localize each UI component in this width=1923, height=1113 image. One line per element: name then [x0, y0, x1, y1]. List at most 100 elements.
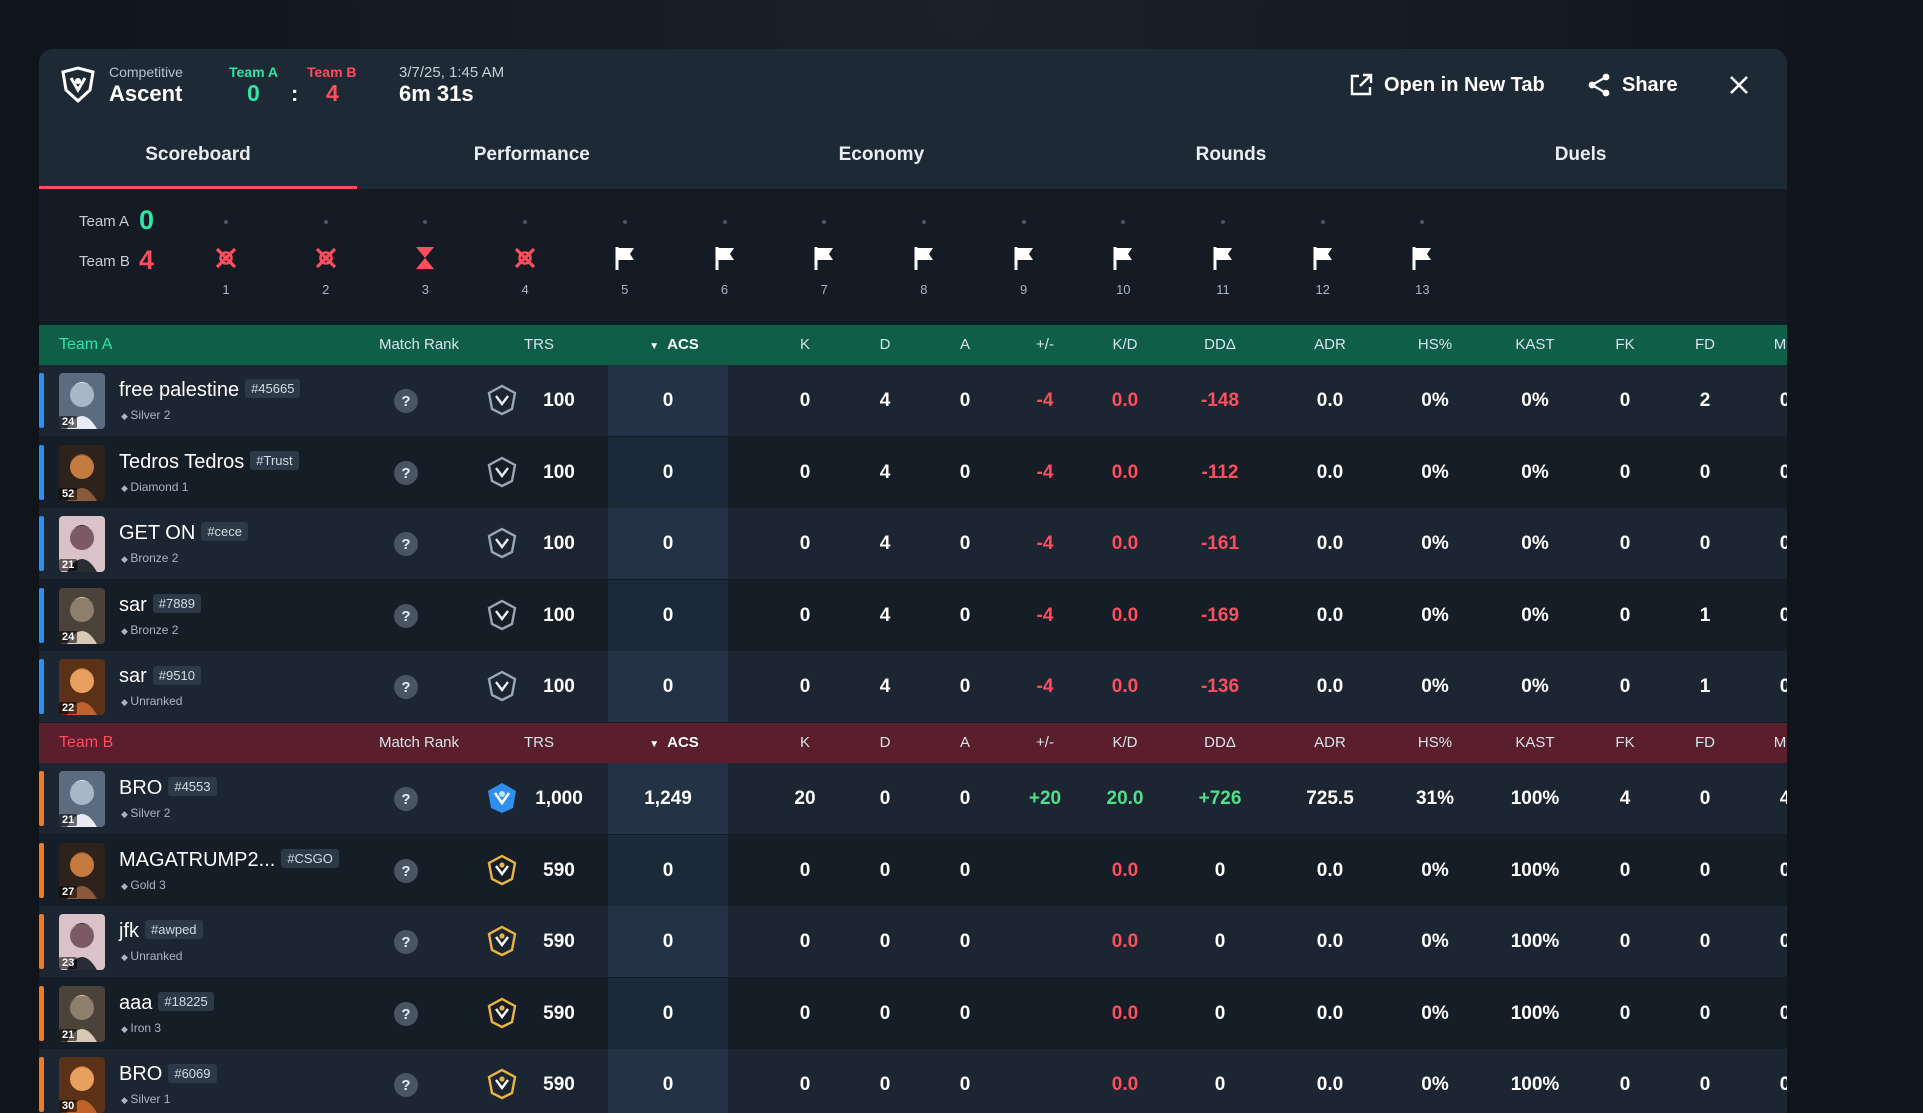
col-a[interactable]: A: [959, 734, 970, 751]
col-dd-delta[interactable]: DDΔ: [1204, 336, 1236, 353]
close-icon[interactable]: [1726, 72, 1752, 98]
round-12[interactable]: 12: [1293, 199, 1353, 309]
stat-d: 0: [879, 931, 891, 953]
player-name[interactable]: Tedros Tedros #Trust: [119, 451, 299, 474]
stat-kd: 0.0: [1111, 931, 1139, 953]
player-row[interactable]: 23 jfk #awped Unranked? 590 0 0 0 0 0.0 0 0.0 0% 100%…: [39, 906, 1787, 978]
col-kd[interactable]: K/D: [1112, 734, 1138, 751]
round-13[interactable]: 13: [1392, 199, 1452, 309]
round-11[interactable]: 11: [1193, 199, 1253, 309]
round-10[interactable]: 10: [1093, 199, 1153, 309]
player-tag: #18225: [158, 992, 214, 1012]
unknown-rank-icon[interactable]: ?: [393, 929, 419, 955]
col-fk[interactable]: FK: [1615, 336, 1635, 353]
stat-k: 0: [799, 931, 811, 953]
stat-kd: 0.0: [1111, 1002, 1139, 1024]
col-fd[interactable]: FD: [1695, 336, 1715, 353]
col-acs[interactable]: ▼ ACS: [629, 723, 719, 763]
unknown-rank-icon[interactable]: ?: [393, 858, 419, 884]
col-d[interactable]: D: [879, 336, 891, 353]
unknown-rank-icon[interactable]: ?: [393, 388, 419, 414]
stat-adr: 0.0: [1316, 604, 1344, 626]
round-number: 13: [1415, 282, 1430, 297]
stat-kast: 100%: [1510, 788, 1560, 809]
player-row[interactable]: 21 GET ON#cece Bronze 2? 100 0 0 4 0 -4 0.0 -161 0.…: [39, 508, 1787, 580]
col-plus-minus[interactable]: +/-: [1036, 336, 1054, 353]
round-6[interactable]: 6: [695, 199, 755, 309]
tab-performance[interactable]: Performance: [473, 143, 590, 165]
round-1[interactable]: 1: [196, 199, 256, 309]
col-d[interactable]: D: [879, 734, 891, 751]
open-in-new-tab-label: Open in New Tab: [1384, 73, 1545, 96]
player-row[interactable]: 22sar#9510Unranked?1000040-40.0-1360.00%…: [39, 651, 1787, 723]
tab-economy[interactable]: Economy: [838, 143, 925, 165]
player-row[interactable]: 21 aaa#18225 Iron 3? 590 0 0 0 0 0.0 0 0.0 0% 100% 0 0…: [39, 977, 1787, 1049]
col-k[interactable]: K: [799, 734, 810, 751]
player-rank: Bronze 2: [121, 623, 178, 637]
player-name[interactable]: BRO #6069: [119, 1063, 217, 1086]
col-match-rank[interactable]: Match Rank: [378, 734, 460, 751]
round-5[interactable]: 5: [595, 199, 655, 309]
tab-rounds[interactable]: Rounds: [1195, 143, 1267, 165]
round-3[interactable]: 3: [395, 199, 455, 309]
col-trs[interactable]: TRS: [524, 734, 554, 751]
unknown-rank-icon[interactable]: ?: [393, 603, 419, 629]
col-hs[interactable]: HS%: [1417, 734, 1453, 751]
col-a[interactable]: A: [959, 336, 970, 353]
unknown-rank-icon[interactable]: ?: [393, 674, 419, 700]
player-name[interactable]: sar #7889: [119, 594, 201, 617]
round-2[interactable]: 2: [296, 199, 356, 309]
player-name[interactable]: jfk #awped: [119, 920, 203, 943]
player-name[interactable]: sar #9510: [119, 665, 201, 688]
player-name[interactable]: aaa #18225: [119, 992, 214, 1015]
col-trs[interactable]: TRS: [524, 336, 554, 353]
player-row[interactable]: 30 BRO#6069 Silver 1? 590 0 0 0 0 0.0 0 0.0 0% 100% 0…: [39, 1049, 1787, 1113]
unknown-rank-icon[interactable]: ?: [393, 460, 419, 486]
player-name[interactable]: MAGATRUMP2... #CSGO: [119, 849, 339, 872]
team-a-round-dot: [1420, 220, 1425, 224]
col-match-rank[interactable]: Match Rank: [378, 336, 460, 353]
col-acs[interactable]: ▼ ACS: [629, 325, 719, 365]
col-plus-minus[interactable]: +/-: [1036, 734, 1054, 751]
unknown-rank-icon[interactable]: ?: [393, 531, 419, 557]
stat-acs: 0: [662, 533, 674, 555]
round-8[interactable]: 8: [894, 199, 954, 309]
col-k[interactable]: K: [799, 336, 810, 353]
col-adr[interactable]: ADR: [1314, 734, 1346, 751]
player-row[interactable]: 21 BRO#4553 Silver 2? 1,000 1,249 20 0 0 +20 20.0…: [39, 763, 1787, 834]
col-mk[interactable]: MK: [1773, 336, 1787, 353]
svg-text:?: ?: [401, 1006, 410, 1023]
col-fk[interactable]: FK: [1615, 734, 1635, 751]
round-9[interactable]: 9: [994, 199, 1054, 309]
open-in-new-tab-button[interactable]: Open in New Tab: [1348, 71, 1545, 99]
round-timeline: Team A 0 Team B 4 1 2 3 4 5 6 7 8 9 10 11 12 13: [39, 189, 1787, 325]
round-4[interactable]: 4: [495, 199, 555, 309]
player-name[interactable]: GET ON #cece: [119, 522, 249, 545]
col-kast[interactable]: KAST: [1515, 336, 1555, 353]
unknown-rank-icon[interactable]: ?: [393, 1072, 419, 1098]
unknown-rank-icon[interactable]: ?: [393, 1001, 419, 1027]
player-row[interactable]: 52 Tedros Tedros#Trust Diamond 1? 100 0 0 4 0 -4…: [39, 436, 1787, 508]
col-adr[interactable]: ADR: [1314, 336, 1346, 353]
stat-mk: 0: [1779, 461, 1787, 483]
team-color-bar: [39, 444, 44, 500]
col-dd-delta[interactable]: DDΔ: [1204, 734, 1236, 751]
share-button[interactable]: Share: [1586, 71, 1678, 99]
col-kast[interactable]: KAST: [1515, 734, 1555, 751]
team-b-score: 4: [326, 80, 339, 106]
player-row[interactable]: 27 MAGATRUMP2...#CSGO Gold 3? 590 0 0 0 0 0.0 0 0.…: [39, 834, 1787, 906]
player-row[interactable]: 24 free palestine#45665 Silver 2? 100 0 0 4 0 -4…: [39, 365, 1787, 436]
stat-fk: 0: [1619, 931, 1631, 953]
player-name[interactable]: BRO #4553: [119, 777, 217, 800]
stat-hs: 0%: [1421, 931, 1449, 953]
player-name[interactable]: free palestine #45665: [119, 379, 301, 402]
col-kd[interactable]: K/D: [1112, 336, 1138, 353]
tab-scoreboard[interactable]: Scoreboard: [39, 120, 357, 189]
unknown-rank-icon[interactable]: ?: [393, 786, 419, 812]
col-mk[interactable]: MK: [1773, 734, 1787, 751]
round-7[interactable]: 7: [794, 199, 854, 309]
tab-duels[interactable]: Duels: [1554, 143, 1607, 165]
col-fd[interactable]: FD: [1695, 734, 1715, 751]
col-hs[interactable]: HS%: [1417, 336, 1453, 353]
